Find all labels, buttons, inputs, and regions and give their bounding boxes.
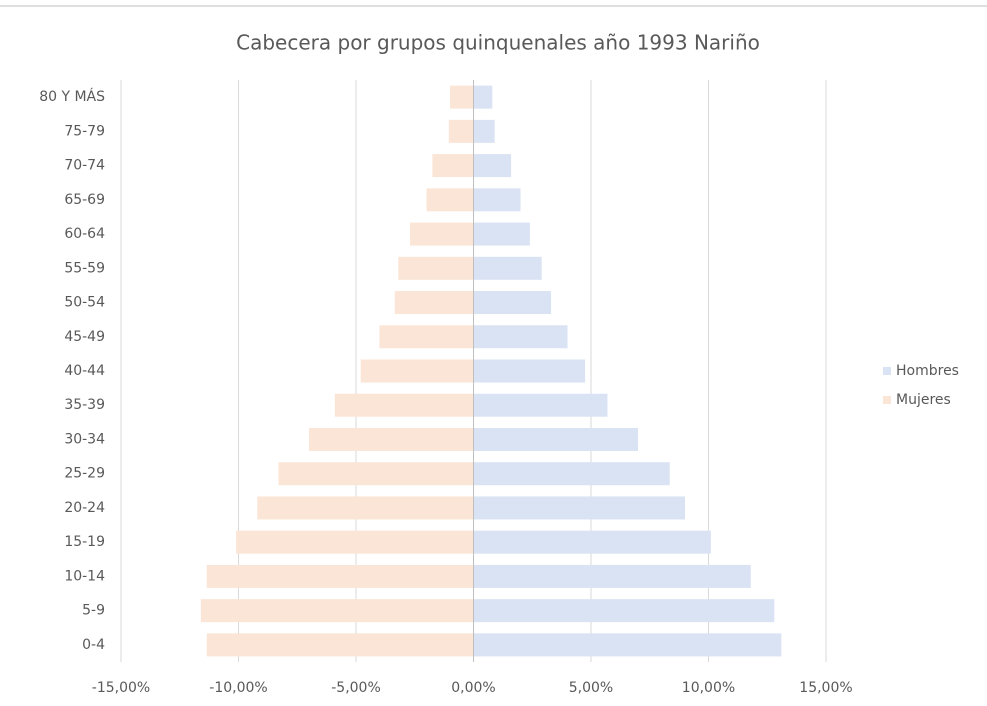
bar bbox=[450, 85, 474, 109]
y-tick-label: 5-9 bbox=[82, 603, 105, 619]
bar bbox=[473, 291, 552, 315]
legend-swatch bbox=[883, 367, 891, 375]
bar bbox=[473, 393, 608, 417]
bar bbox=[473, 154, 512, 178]
bar bbox=[379, 325, 474, 349]
bar bbox=[473, 564, 751, 588]
bar bbox=[473, 427, 638, 451]
bar bbox=[432, 154, 474, 178]
bar bbox=[473, 256, 542, 280]
bar bbox=[473, 496, 685, 520]
x-tick-label: 15,00% bbox=[799, 680, 852, 696]
bar bbox=[398, 256, 474, 280]
legend-label: Hombres bbox=[896, 363, 959, 379]
bar bbox=[473, 188, 521, 212]
y-tick-label: 55-59 bbox=[64, 260, 105, 276]
bar bbox=[394, 291, 474, 315]
bar bbox=[448, 119, 474, 143]
chart-title: Cabecera por grupos quinquenales año 199… bbox=[236, 31, 760, 55]
bar bbox=[360, 359, 474, 383]
bar bbox=[473, 222, 530, 246]
x-tick-label: -10,00% bbox=[209, 680, 267, 696]
x-tick-label: -5,00% bbox=[331, 680, 381, 696]
bar bbox=[200, 599, 474, 623]
bar bbox=[473, 359, 586, 383]
y-tick-label: 60-64 bbox=[64, 226, 105, 242]
y-tick-label: 15-19 bbox=[64, 534, 105, 550]
y-tick-label: 20-24 bbox=[64, 500, 105, 516]
bar bbox=[473, 119, 495, 143]
legend-label: Mujeres bbox=[896, 392, 951, 408]
y-tick-label: 70-74 bbox=[64, 158, 105, 174]
y-tick-label: 35-39 bbox=[64, 397, 105, 413]
y-tick-label: 75-79 bbox=[64, 123, 105, 139]
bar bbox=[206, 633, 474, 657]
y-tick-label: 45-49 bbox=[64, 329, 105, 345]
bar bbox=[473, 599, 775, 623]
bar bbox=[473, 462, 670, 486]
y-tick-label: 80 Y MÁS bbox=[39, 88, 105, 105]
y-tick-label: 65-69 bbox=[64, 192, 105, 208]
bar bbox=[410, 222, 474, 246]
bar bbox=[206, 564, 474, 588]
x-tick-label: 0,00% bbox=[451, 680, 495, 696]
bar bbox=[278, 462, 474, 486]
bar bbox=[473, 85, 493, 109]
y-tick-label: 50-54 bbox=[64, 295, 105, 311]
legend-swatch bbox=[883, 396, 891, 404]
bar bbox=[473, 325, 568, 349]
bar bbox=[236, 530, 474, 554]
bar bbox=[334, 393, 474, 417]
y-tick-label: 25-29 bbox=[64, 466, 105, 482]
y-tick-label: 0-4 bbox=[82, 637, 105, 653]
y-tick-label: 10-14 bbox=[64, 568, 105, 584]
bar bbox=[473, 633, 782, 657]
x-tick-label: -15,00% bbox=[92, 680, 150, 696]
bar bbox=[257, 496, 474, 520]
bar bbox=[426, 188, 474, 212]
y-tick-label: 30-34 bbox=[64, 431, 105, 447]
bar bbox=[473, 530, 711, 554]
x-tick-label: 5,00% bbox=[569, 680, 613, 696]
y-tick-label: 40-44 bbox=[64, 363, 105, 379]
x-tick-label: 10,00% bbox=[682, 680, 735, 696]
bar bbox=[309, 427, 474, 451]
